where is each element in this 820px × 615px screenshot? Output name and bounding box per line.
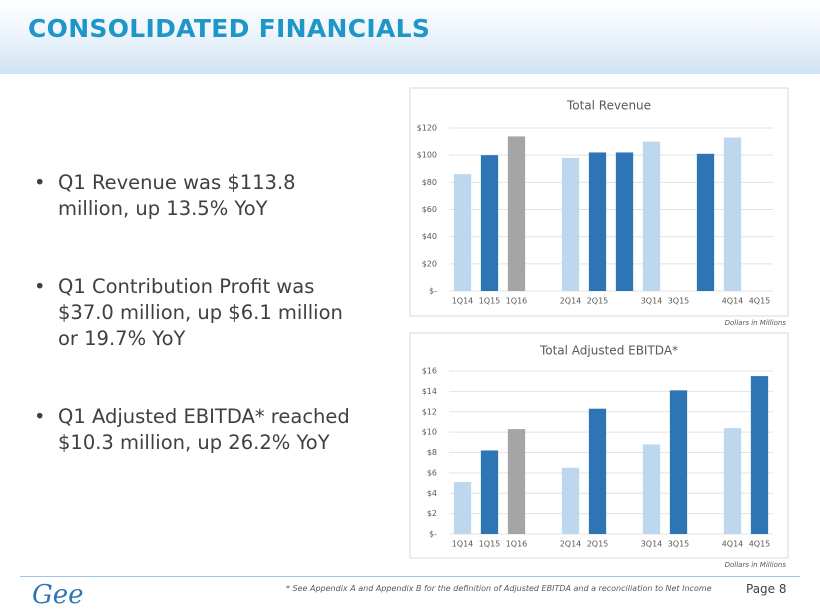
page-number: Page 8 — [746, 582, 787, 596]
bar — [615, 152, 634, 291]
x-tick-label: 3Q14 — [641, 540, 663, 549]
banner — [0, 0, 820, 74]
bar — [588, 152, 607, 291]
x-tick-label: 4Q15 — [749, 297, 771, 306]
x-tick-label: 1Q14 — [452, 297, 474, 306]
bar — [642, 444, 661, 534]
bullet: Q1 Adjusted EBITDA* reached $10.3 millio… — [28, 404, 358, 456]
x-tick-label: 4Q15 — [749, 540, 771, 549]
y-tick-label: $16 — [422, 367, 437, 376]
bar — [480, 155, 499, 291]
x-tick-label: 3Q15 — [668, 297, 690, 306]
y-tick-label: $2 — [427, 509, 437, 518]
x-tick-label: 3Q15 — [668, 540, 690, 549]
y-tick-label: $- — [429, 287, 437, 296]
x-tick-label: 3Q14 — [641, 297, 663, 306]
bullet: Q1 Contribution Profit was $37.0 million… — [28, 274, 358, 352]
bar — [723, 137, 742, 291]
y-tick-label: $14 — [422, 387, 437, 396]
bar — [696, 153, 715, 291]
bar — [642, 141, 661, 291]
x-tick-label: 1Q15 — [479, 297, 501, 306]
y-tick-label: $12 — [422, 407, 437, 416]
y-tick-label: $60 — [422, 205, 437, 214]
bar — [507, 136, 526, 291]
x-tick-label: 2Q14 — [560, 297, 582, 306]
bar — [453, 174, 472, 291]
y-tick-label: $40 — [422, 232, 437, 241]
y-tick-label: $120 — [417, 124, 437, 133]
bar — [507, 429, 526, 534]
bar — [561, 157, 580, 291]
bar — [561, 467, 580, 534]
x-tick-label: 4Q14 — [722, 297, 744, 306]
y-tick-label: $8 — [427, 448, 437, 457]
y-tick-label: $80 — [422, 178, 437, 187]
x-tick-label: 1Q14 — [452, 540, 474, 549]
footnote: * See Appendix A and Appendix B for the … — [286, 584, 712, 593]
x-tick-label: 2Q15 — [587, 540, 609, 549]
x-tick-label: 1Q16 — [506, 297, 528, 306]
bar — [669, 390, 688, 534]
x-tick-label: 2Q14 — [560, 540, 582, 549]
x-tick-label: 1Q16 — [506, 540, 528, 549]
chart-title: Total Revenue — [566, 99, 651, 113]
y-tick-label: $100 — [417, 151, 437, 160]
x-tick-label: 2Q15 — [587, 297, 609, 306]
bullet: Q1 Revenue was $113.8 million, up 13.5% … — [28, 170, 358, 222]
x-tick-label: 4Q14 — [722, 540, 744, 549]
chart-note: Dollars in Millions — [725, 561, 787, 569]
chart-note: Dollars in Millions — [725, 319, 787, 327]
logo: Gee — [32, 580, 84, 610]
y-tick-label: $10 — [422, 428, 437, 437]
bar — [453, 482, 472, 534]
y-tick-label: $4 — [427, 489, 437, 498]
chart-title: Total Adjusted EBITDA* — [539, 344, 678, 358]
y-tick-label: $20 — [422, 259, 437, 268]
footer-line — [20, 576, 800, 577]
bar — [723, 428, 742, 534]
x-tick-label: 1Q15 — [479, 540, 501, 549]
bar — [588, 408, 607, 534]
bullet-list: Q1 Revenue was $113.8 million, up 13.5% … — [28, 170, 358, 508]
bar — [750, 376, 769, 534]
slide-title: CONSOLIDATED FINANCIALS — [28, 14, 431, 43]
bar — [480, 450, 499, 534]
y-tick-label: $6 — [427, 468, 437, 477]
y-tick-label: $- — [429, 530, 437, 539]
